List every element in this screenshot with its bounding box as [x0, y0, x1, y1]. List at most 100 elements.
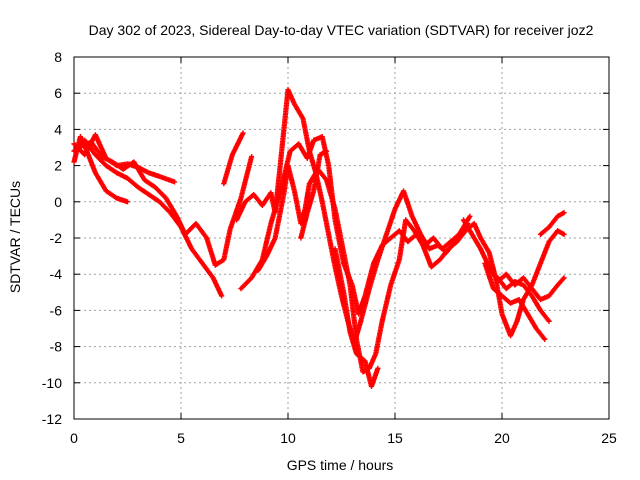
data-point-marks	[347, 282, 359, 341]
data-point-marks	[182, 222, 198, 237]
data-point-marks	[298, 211, 310, 241]
data-point-marks	[285, 163, 297, 193]
series-track-5	[221, 130, 246, 187]
data-point-marks	[142, 177, 157, 190]
series-track-13	[486, 267, 552, 324]
x-tick-label: 25	[601, 430, 617, 446]
data-point-marks	[304, 139, 316, 161]
data-point-marks	[103, 163, 119, 175]
data-point-marks	[411, 228, 425, 247]
data-point-marks	[546, 283, 560, 299]
data-point-marks	[135, 184, 151, 197]
y-tick-label: -12	[42, 411, 62, 427]
data-point-marks	[163, 195, 179, 218]
data-point-marks	[227, 197, 244, 232]
x-axis: 0 5 10 15 20 25	[70, 57, 617, 446]
data-point-marks	[255, 254, 269, 274]
data-point-marks	[546, 214, 560, 230]
data-point-marks	[396, 218, 409, 263]
data-point-marks	[448, 232, 461, 245]
data-point-marks	[152, 184, 168, 200]
data-point-marks	[471, 220, 483, 240]
y-tick-label: 6	[54, 85, 62, 101]
data-point-marks	[478, 235, 491, 254]
x-tick-label: 20	[494, 430, 510, 446]
series-track-4	[75, 139, 255, 268]
data-point-marks	[520, 282, 534, 298]
data-point-marks	[529, 293, 543, 312]
y-tick-label: -4	[50, 266, 63, 282]
data-point-marks	[420, 242, 434, 269]
data-point-marks	[276, 88, 291, 176]
y-tick-label: 2	[54, 158, 62, 174]
data-point-marks	[88, 139, 104, 158]
data-point-marks	[486, 267, 500, 280]
data-point-marks	[174, 213, 188, 236]
data-point-marks	[319, 199, 331, 236]
data-point-marks	[92, 152, 108, 168]
data-point-marks	[332, 246, 346, 294]
data-point-marks	[323, 177, 338, 211]
data-point-marks	[238, 153, 255, 201]
y-tick-label: 0	[54, 194, 62, 210]
data-point-marks	[428, 258, 442, 270]
data-point-marks	[529, 262, 543, 288]
data-point-marks	[317, 148, 330, 158]
x-tick-label: 0	[70, 430, 78, 446]
data-point-marks	[490, 286, 504, 298]
y-tick-label: -2	[50, 230, 63, 246]
data-point-marks	[439, 239, 453, 252]
data-point-marks	[368, 365, 381, 390]
data-point-marks	[157, 173, 178, 185]
data-point-marks	[338, 239, 353, 287]
data-point-marks	[193, 220, 209, 240]
x-tick-label: 15	[387, 430, 403, 446]
series-track-7	[238, 134, 471, 317]
data-point-marks	[460, 217, 474, 236]
data-point-marks	[92, 170, 108, 193]
y-tick-label: 4	[54, 121, 62, 137]
data-point-marks	[332, 206, 344, 243]
data-point-marks	[383, 207, 398, 237]
data-point-marks	[379, 283, 393, 324]
data-point-marks	[347, 329, 359, 355]
data-point-marks	[300, 115, 312, 153]
y-tick-label: -10	[42, 375, 62, 391]
data-point-marks	[272, 193, 287, 241]
x-tick-label: 10	[280, 430, 296, 446]
data-point-marks	[238, 276, 254, 292]
data-point-marks	[326, 231, 338, 269]
data-point-marks	[507, 320, 519, 339]
data-point-marks	[555, 210, 567, 219]
data-point-marks	[311, 153, 323, 194]
data-point-marks	[341, 289, 353, 334]
data-point-marks	[403, 217, 416, 233]
data-point-marks	[533, 325, 548, 342]
data-point-marks	[555, 228, 567, 237]
data-point-marks	[555, 275, 567, 288]
data-point-marks	[537, 307, 552, 324]
data-point-marks	[103, 188, 119, 200]
data-point-marks	[234, 200, 248, 223]
data-point-marks	[221, 153, 235, 187]
y-axis: -12 -10 -8 -6 -4 -2 0 2 4 6 8	[42, 49, 609, 427]
data-point-marks	[379, 236, 393, 248]
data-point-marks	[437, 247, 451, 263]
data-point-marks	[302, 182, 312, 212]
data-point-marks	[199, 260, 215, 280]
data-point-marks	[388, 258, 402, 288]
data-point-marks	[291, 101, 305, 120]
data-point-marks	[400, 188, 415, 218]
data-point-marks	[454, 229, 468, 245]
data-point-marks	[356, 294, 368, 317]
y-tick-label: -6	[50, 302, 63, 318]
series-track-14	[537, 210, 567, 237]
y-axis-label: SDTVAR / TECUs	[7, 181, 23, 293]
data-point-marks	[525, 311, 539, 330]
data-point-marks	[268, 186, 284, 227]
series-track-10	[332, 246, 381, 390]
data-series	[71, 86, 567, 390]
x-axis-label: GPS time / hours	[287, 457, 394, 473]
data-point-marks	[537, 240, 552, 266]
data-point-marks	[157, 199, 172, 215]
